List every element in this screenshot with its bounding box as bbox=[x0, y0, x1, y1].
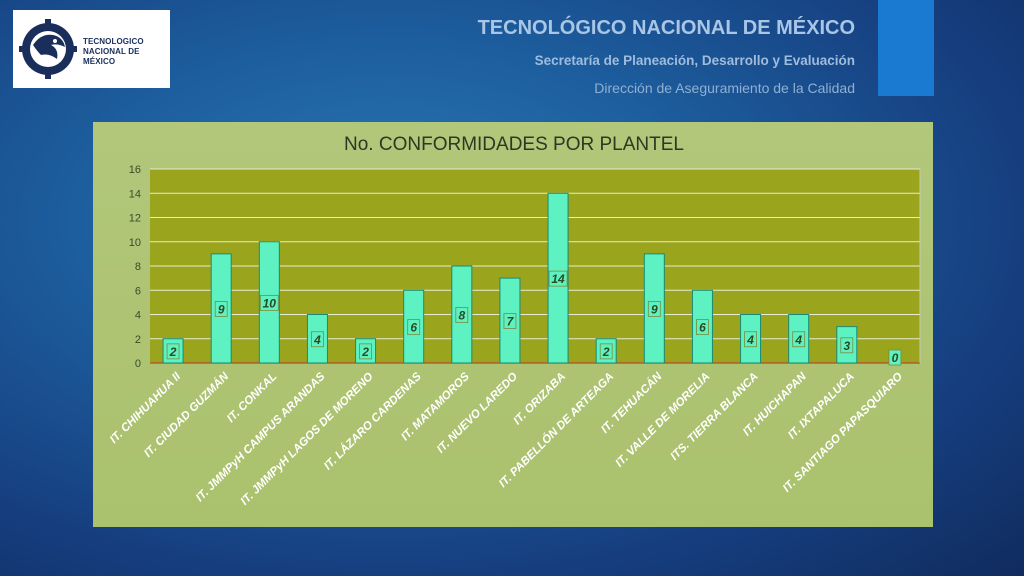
x-tick-label: IT. CONKAL bbox=[225, 371, 279, 425]
header-subtitle: Secretaría de Planeación, Desarrollo y E… bbox=[534, 53, 855, 68]
data-label: 2 bbox=[361, 345, 369, 359]
chart-title: No. CONFORMIDADES POR PLANTEL bbox=[344, 134, 684, 155]
data-label-box bbox=[888, 349, 902, 366]
data-label-box bbox=[311, 331, 324, 348]
data-label: 6 bbox=[410, 321, 417, 335]
logo-text-line2: NACIONAL DE MÉXICO bbox=[83, 47, 140, 66]
logo: TECNOLOGICO NACIONAL DE MÉXICO bbox=[13, 10, 170, 88]
data-label-box bbox=[840, 337, 854, 354]
data-label-box bbox=[166, 343, 180, 360]
data-label-box bbox=[599, 343, 613, 360]
y-tick-label: 10 bbox=[129, 237, 141, 249]
data-label: 4 bbox=[746, 333, 754, 347]
chart-panel: No. CONFORMIDADES POR PLANTEL 0 2 4 6 8 10 12 1… bbox=[93, 122, 933, 527]
data-label: 2 bbox=[169, 345, 177, 359]
y-tick-label: 8 bbox=[135, 261, 141, 273]
header-title: TECNOLÓGICO NACIONAL DE MÉXICO bbox=[477, 17, 855, 39]
data-label-box bbox=[214, 301, 228, 317]
eagle-gear-logo-icon bbox=[19, 19, 77, 79]
y-tick-label: 4 bbox=[135, 310, 141, 322]
header-department: Dirección de Aseguramiento de la Calidad bbox=[594, 80, 855, 96]
data-label: 7 bbox=[507, 315, 515, 329]
bar-chart: No. CONFORMIDADES POR PLANTEL 0 2 4 6 8 10 12 1… bbox=[108, 134, 921, 508]
data-label: 9 bbox=[218, 302, 225, 316]
data-label: 4 bbox=[794, 333, 802, 347]
data-label: 6 bbox=[699, 321, 706, 335]
data-label: 8 bbox=[458, 309, 465, 323]
x-tick-label: IT. VALLE DE MORELIA bbox=[614, 371, 713, 470]
data-label-box bbox=[407, 319, 421, 336]
data-label-box bbox=[359, 343, 372, 360]
data-label-box bbox=[548, 270, 568, 287]
data-label: 9 bbox=[651, 302, 658, 316]
x-tick-label: IT. CIUDAD GUZMÁN bbox=[141, 369, 231, 459]
logo-text-line1: TECNOLOGICO bbox=[83, 37, 144, 46]
data-labels: 2 9 10 4 2 6 8 7 14 2 9 6 4 4 3 0 bbox=[166, 270, 902, 366]
y-tick-label: 2 bbox=[135, 334, 141, 346]
data-label-box bbox=[744, 331, 757, 348]
data-label: 4 bbox=[313, 333, 321, 347]
accent-bar bbox=[878, 0, 934, 96]
data-label-box bbox=[696, 319, 709, 336]
data-label-box bbox=[455, 307, 469, 323]
data-label: 10 bbox=[263, 296, 277, 310]
y-tick-label: 12 bbox=[129, 213, 141, 225]
y-tick-label: 14 bbox=[129, 188, 141, 200]
data-label: 3 bbox=[843, 339, 850, 353]
y-tick-label: 6 bbox=[135, 285, 141, 297]
data-label-box bbox=[647, 301, 661, 317]
x-tick-label: IT. NUEVO LAREDO bbox=[435, 371, 520, 456]
data-label: 0 bbox=[892, 351, 899, 365]
data-label-box bbox=[259, 294, 279, 311]
data-label: 14 bbox=[551, 272, 565, 286]
data-label: 2 bbox=[602, 345, 610, 359]
y-tick-label: 16 bbox=[129, 164, 141, 176]
data-label-box bbox=[503, 313, 517, 329]
data-label-box bbox=[792, 331, 806, 348]
x-tick-label: ITS. TIERRA BLANCA bbox=[668, 371, 760, 463]
x-tick-label: IT. LÁZARO CARDENAS bbox=[321, 370, 424, 473]
y-tick-label: 0 bbox=[135, 358, 141, 370]
